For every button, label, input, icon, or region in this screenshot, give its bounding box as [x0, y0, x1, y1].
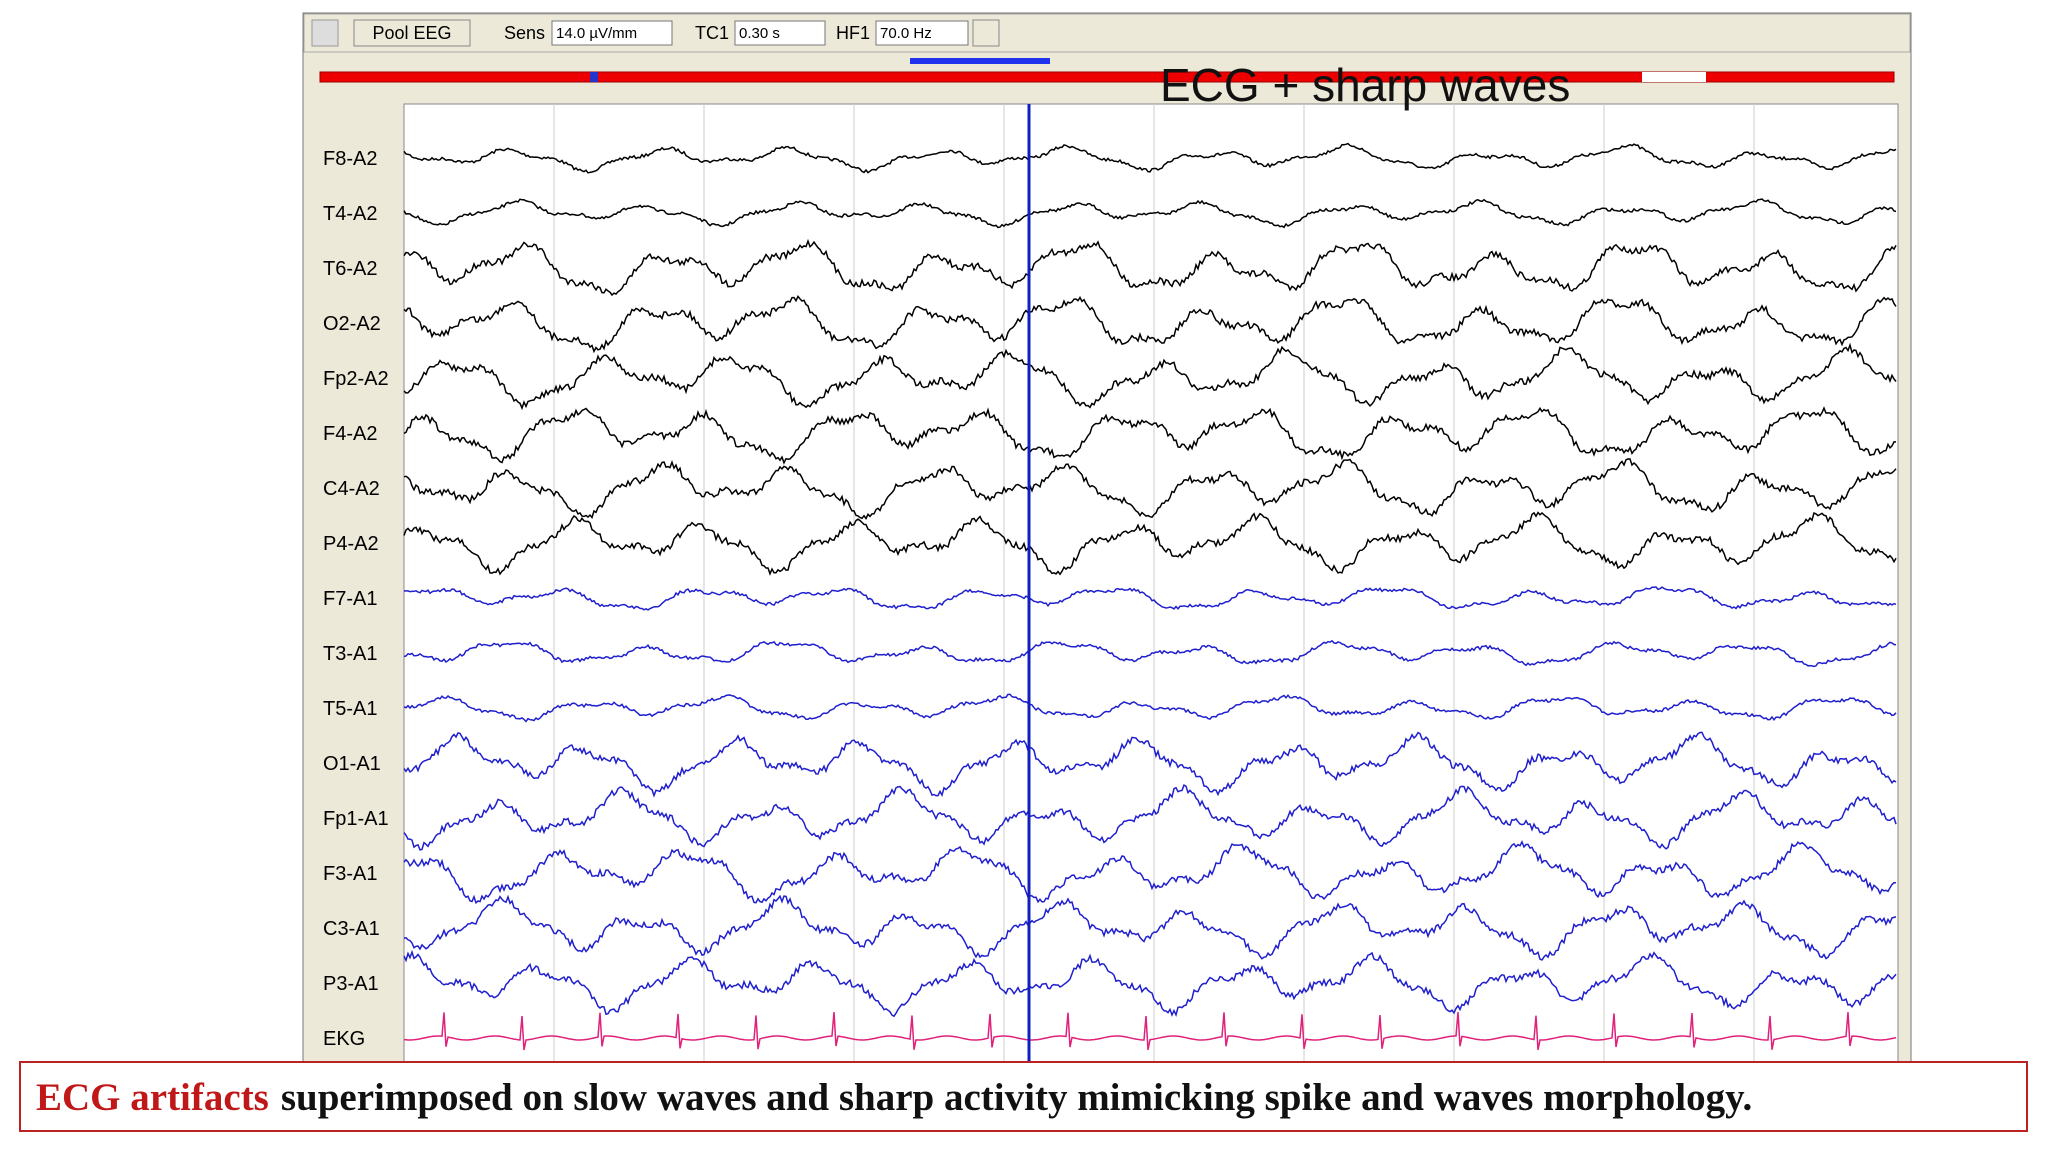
channel-label: F3-A1 — [323, 863, 377, 885]
channel-label: T5-A1 — [323, 698, 377, 720]
channel-label: O1-A1 — [323, 753, 381, 775]
channel-label: T6-A2 — [323, 258, 377, 280]
sens-value: 14.0 µV/mm — [556, 25, 637, 42]
pool-button[interactable] — [353, 19, 471, 47]
eeg-trace — [403, 342, 1897, 411]
channel-label: C3-A1 — [323, 918, 380, 940]
eeg-trace — [403, 238, 1897, 297]
caption-box — [19, 1061, 2028, 1132]
eeg-trace — [403, 511, 1897, 576]
sens-label: Sens — [504, 23, 545, 43]
menu-icon[interactable] — [311, 19, 339, 47]
eeg-trace — [403, 406, 1896, 465]
eeg-trace — [403, 894, 1897, 961]
sens-dropdown[interactable] — [551, 20, 673, 46]
timeline-marker — [590, 72, 598, 82]
caption-text: superimposed on slow waves and sharp act… — [281, 1076, 1752, 1119]
scroll-position — [910, 58, 1050, 64]
caption: ECG artifacts superimposed on slow waves … — [36, 1076, 1752, 1119]
eeg-trace — [403, 586, 1897, 611]
pool-button-label: Pool EEG — [372, 23, 451, 43]
eeg-trace — [403, 142, 1897, 174]
eeg-trace — [403, 198, 1897, 229]
hf-dropdown[interactable] — [875, 20, 969, 46]
tc-label: TC1 — [695, 23, 729, 43]
eeg-trace — [403, 784, 1897, 851]
trace-area — [403, 103, 1899, 1065]
channel-label: EKG — [323, 1028, 365, 1050]
eeg-trace — [403, 731, 1897, 798]
channel-label: F8-A2 — [323, 148, 377, 170]
caption-highlight: ECG artifacts — [36, 1076, 269, 1119]
channel-label: Fp1-A1 — [323, 808, 389, 830]
eeg-trace — [403, 294, 1897, 354]
eeg-trace — [403, 693, 1897, 723]
channel-label: C4-A2 — [323, 478, 380, 500]
channel-label: T3-A1 — [323, 643, 377, 665]
eeg-trace — [403, 458, 1897, 520]
channel-label: F7-A1 — [323, 588, 377, 610]
channel-label: P3-A1 — [323, 973, 379, 995]
channel-label: Fp2-A2 — [323, 368, 389, 390]
channel-label: F4-A2 — [323, 423, 377, 445]
eeg-trace — [403, 639, 1897, 668]
tc-value: 0.30 s — [739, 25, 780, 42]
eeg-trace — [403, 840, 1896, 905]
tc-dropdown[interactable] — [734, 20, 826, 46]
hf-value: 70.0 Hz — [880, 25, 932, 42]
channel-label: T4-A2 — [323, 203, 377, 225]
timeline-bar[interactable] — [319, 71, 1895, 83]
hf-label: HF1 — [836, 23, 870, 43]
channel-label: P4-A2 — [323, 533, 379, 555]
timeline-window — [1642, 72, 1706, 82]
eeg-trace — [403, 949, 1897, 1018]
channel-label: O2-A2 — [323, 313, 381, 335]
annotation: ECG + sharp waves — [1160, 59, 1570, 111]
eeg-trace — [403, 1011, 1897, 1051]
filter-button[interactable] — [972, 19, 1000, 47]
